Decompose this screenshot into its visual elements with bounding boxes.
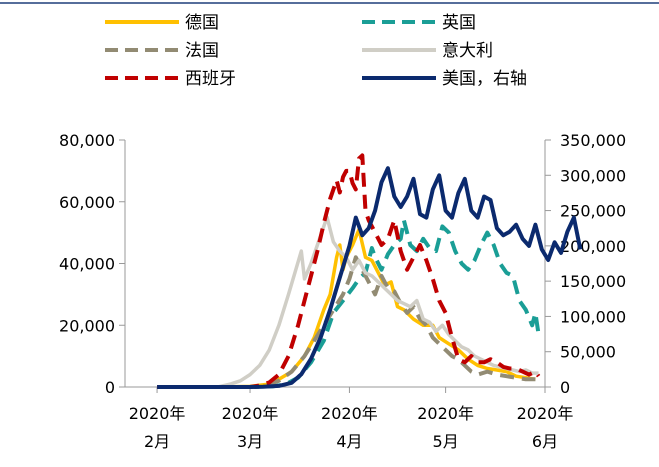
y2-tick-label: 100,000 (560, 307, 626, 326)
left-axis-ticks: 0 20,000 40,000 60,000 80,000 (59, 131, 125, 397)
y2-tick-label: 300,000 (560, 166, 626, 185)
y-tick-label: 40,000 (59, 255, 115, 274)
series-line-2 (157, 255, 536, 389)
series-line-5 (157, 166, 583, 389)
x-tick-label-year: 2020年 (517, 404, 574, 423)
y-tick-label: 0 (105, 378, 115, 397)
x-tick-label-month: 2月 (144, 432, 170, 451)
x-tick-label-month: 5月 (433, 432, 459, 451)
legend-label-2: 法国 (185, 41, 219, 61)
x-tick-label-month: 3月 (237, 432, 263, 451)
series-line-4 (157, 153, 541, 389)
x-tick-label-year: 2020年 (222, 404, 279, 423)
legend-label-4: 西班牙 (185, 69, 236, 89)
right-axis-ticks: 0 50,000 100,000 150,000 200,000 250,000 300,0… (545, 131, 626, 397)
x-tick-label-year: 2020年 (321, 404, 378, 423)
series-lines (157, 153, 583, 389)
x-tick-label-month: 6月 (532, 432, 558, 451)
y2-tick-label: 0 (560, 378, 570, 397)
y2-tick-label: 50,000 (560, 343, 616, 362)
legend-label-5: 美国，右轴 (442, 69, 527, 89)
x-axis-ticks: 2020年 2月 2020年 3月 2020年 4月 2020年 5月 2020年 6月 (129, 387, 574, 451)
legend-label-0: 德国 (185, 13, 219, 33)
y-tick-label: 20,000 (59, 316, 115, 335)
y-tick-label: 60,000 (59, 193, 115, 212)
y2-tick-label: 200,000 (560, 237, 626, 256)
x-tick-label-month: 4月 (336, 432, 362, 451)
y2-tick-label: 150,000 (560, 272, 626, 291)
y2-tick-label: 350,000 (560, 131, 626, 150)
y2-tick-label: 250,000 (560, 202, 626, 221)
legend-label-3: 意大利 (442, 41, 493, 61)
x-tick-label-year: 2020年 (129, 404, 186, 423)
y-tick-label: 80,000 (59, 131, 115, 150)
legend-label-1: 英国 (442, 13, 476, 33)
x-tick-label-year: 2020年 (417, 404, 474, 423)
